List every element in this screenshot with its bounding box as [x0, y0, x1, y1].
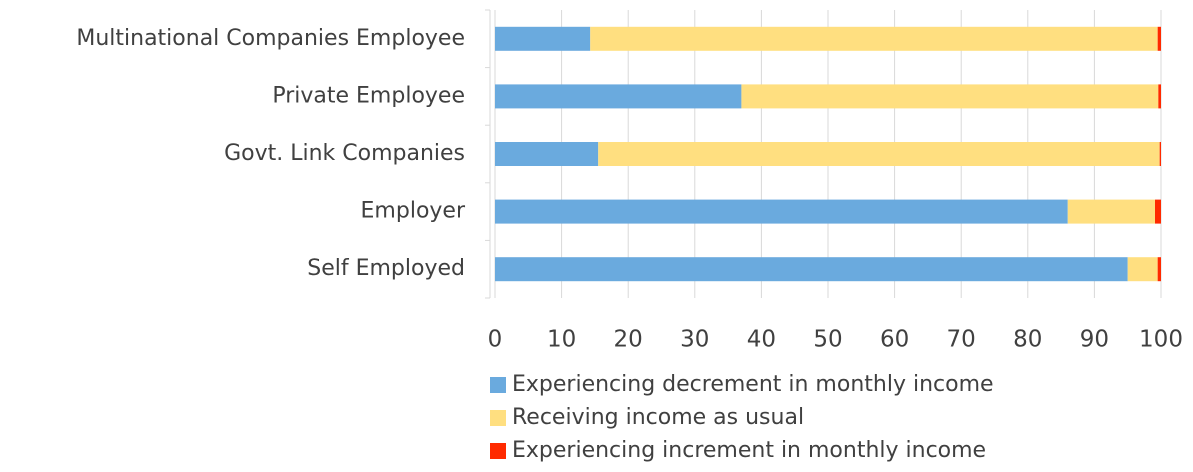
y-tick-label: Private Employee [272, 83, 465, 108]
bar-segment [741, 84, 1159, 109]
legend-swatch [490, 410, 506, 426]
bar-segment [1158, 84, 1161, 109]
x-tick-label: 40 [747, 327, 776, 353]
bar-segment [495, 26, 591, 51]
legend-swatch [490, 443, 506, 459]
x-tick-label: 100 [1139, 327, 1183, 353]
bar-segment [590, 26, 1158, 51]
bar-segment [1159, 142, 1161, 166]
bar-segment [1157, 26, 1161, 51]
legend-swatch [490, 377, 506, 393]
bar-segment [495, 199, 1068, 224]
x-tick-label: 80 [1013, 327, 1042, 353]
bar-segment [1127, 257, 1158, 282]
legend-label: Receiving income as usual [512, 405, 804, 430]
bar-segment [1155, 199, 1161, 224]
y-tick-label: Self Employed [307, 256, 465, 281]
x-tick-label: 60 [880, 327, 909, 353]
x-tick-label: 20 [614, 327, 643, 353]
y-tick-label: Multinational Companies Employee [76, 26, 465, 51]
legend-label: Experiencing decrement in monthly income [512, 372, 994, 397]
bar-segment [1067, 199, 1156, 224]
x-tick-label: 90 [1080, 327, 1109, 353]
bar-segment [1157, 257, 1161, 282]
bar-segment [598, 142, 1160, 166]
x-tick-label: 50 [813, 327, 842, 353]
x-tick-label: 70 [947, 327, 976, 353]
x-tick-label: 30 [680, 327, 709, 353]
bar-segment [495, 142, 599, 166]
legend-label: Experiencing increment in monthly income [512, 438, 986, 463]
y-tick-label: Govt. Link Companies [224, 141, 465, 166]
bar-segment [495, 84, 742, 109]
y-tick-label: Employer [361, 199, 466, 224]
x-tick-label: 10 [547, 327, 576, 353]
x-tick-label: 0 [488, 327, 503, 353]
bar-segment [495, 257, 1128, 282]
